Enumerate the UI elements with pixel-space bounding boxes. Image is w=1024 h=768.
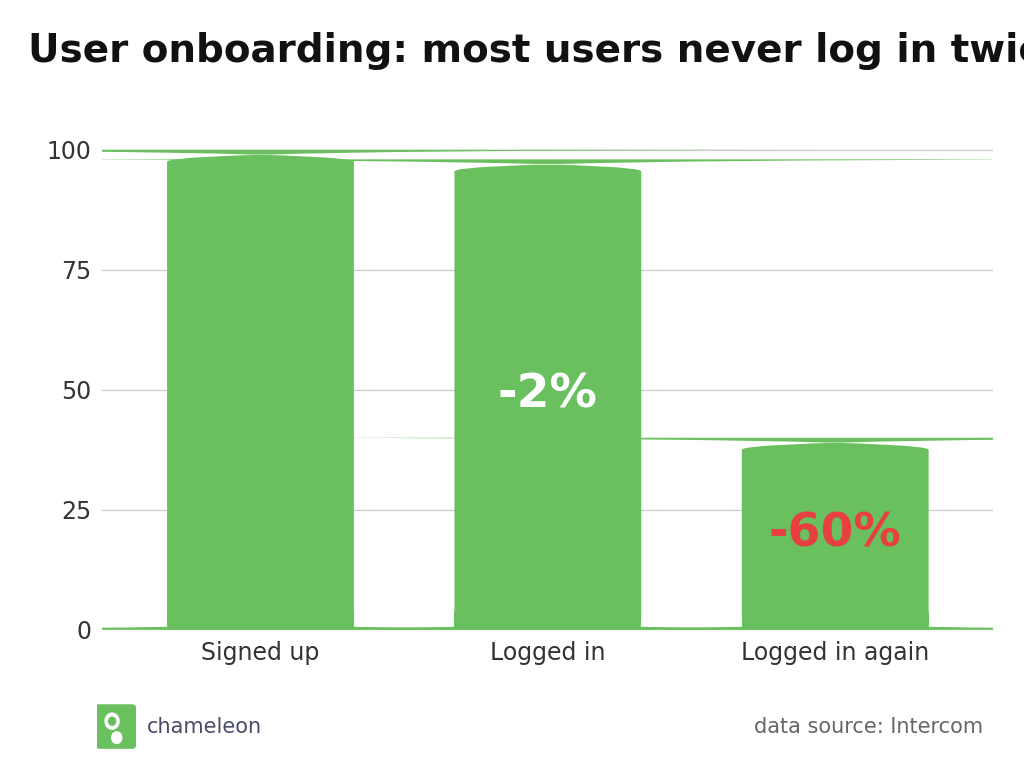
Circle shape: [109, 717, 116, 725]
Circle shape: [105, 713, 119, 729]
Text: chameleon: chameleon: [146, 717, 261, 737]
Text: -60%: -60%: [769, 511, 901, 556]
Title: User onboarding: most users never log in twice: User onboarding: most users never log in…: [28, 31, 1024, 70]
Circle shape: [112, 732, 122, 743]
Bar: [455, 612, 641, 630]
FancyBboxPatch shape: [95, 704, 136, 749]
Text: data source: Intercom: data source: Intercom: [754, 717, 983, 737]
Bar: [167, 612, 354, 630]
FancyBboxPatch shape: [210, 438, 1024, 630]
FancyBboxPatch shape: [0, 150, 886, 630]
Text: -2%: -2%: [498, 372, 598, 417]
Bar: [741, 612, 929, 630]
FancyBboxPatch shape: [0, 160, 1024, 630]
